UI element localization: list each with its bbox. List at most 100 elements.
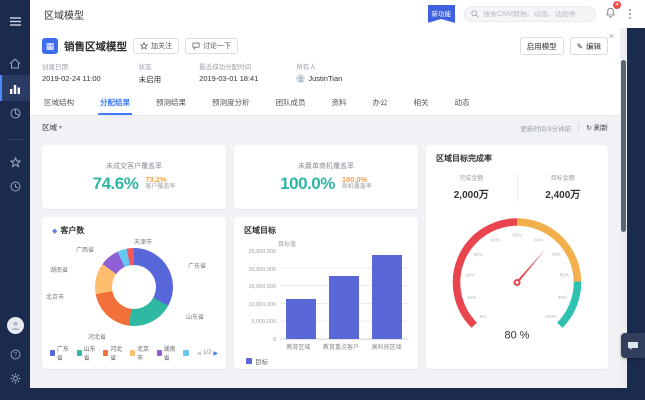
gauge-stat-label: 完成金额: [459, 176, 484, 182]
tab-materials[interactable]: 资料: [331, 98, 347, 107]
slice-label: 湖南省: [50, 268, 69, 274]
y-tick: 0: [272, 337, 276, 343]
search-icon: [471, 5, 479, 23]
new-feature-badge[interactable]: 新功能: [427, 5, 455, 23]
field-value: 未启用: [138, 75, 162, 84]
filter-bar: 区域 ▾ 更新时间:8分钟前 ↻ 刷新: [30, 116, 620, 139]
more-options-icon[interactable]: [625, 7, 635, 21]
donut-card-customer-count: ◆ 客户数 天津市 广西省 湖南省 北京市 河北省 山东省 广东省 广东省 山东…: [42, 217, 226, 369]
svg-text:60%: 60%: [534, 237, 543, 242]
svg-text:100%: 100%: [545, 314, 557, 319]
bar-card-region-target: 区域目标 目标值 25,000,000 20,000,000 15,000,00…: [234, 217, 418, 369]
update-time-text: 更新时间:8分钟前: [520, 125, 572, 133]
slice-label: 河北省: [88, 335, 107, 341]
legend-item[interactable]: 北京市: [130, 344, 152, 362]
pie-report-icon[interactable]: [0, 101, 30, 125]
enable-model-button[interactable]: 启用模型: [519, 37, 564, 55]
tab-forecast-result[interactable]: 预测结果: [156, 98, 186, 107]
menu-icon[interactable]: [0, 9, 30, 33]
region-dropdown[interactable]: 区域 ▾: [42, 123, 63, 132]
y-tick: 20,000,000: [248, 266, 276, 273]
gauge-percent-label: 80 %: [505, 330, 530, 342]
discuss-button[interactable]: 讨论一下: [185, 38, 238, 54]
legend-item[interactable]: 广东省: [50, 344, 72, 362]
slice-label: 广东省: [188, 264, 207, 270]
legend-item-partial[interactable]: [183, 350, 190, 356]
tab-office[interactable]: 办公: [372, 98, 388, 107]
svg-text:20%: 20%: [465, 273, 474, 278]
global-search[interactable]: [464, 6, 596, 22]
donut-card-title: 客户数: [60, 226, 85, 235]
legend-item[interactable]: 湖南省: [156, 344, 179, 362]
refresh-button[interactable]: ↻ 刷新: [586, 124, 608, 132]
kpi-card-opportunity-coverage: 未赢单商机覆盖率 100.0% 100.0% 商机覆盖率: [234, 145, 418, 209]
gauge-stat-value: 2,400万: [545, 190, 581, 201]
kpi-card-customer-coverage: 未成交客户覆盖率 74.6% 73.2% 客户覆盖率: [42, 145, 226, 209]
svg-text:70%: 70%: [551, 252, 560, 257]
analytics-icon[interactable]: [0, 75, 30, 101]
tab-bar: 区域结构 分配结果 预测结果 预测度分析 团队成员 资料 办公 相关 动态: [42, 93, 608, 115]
legend-item[interactable]: 山东省: [76, 344, 99, 362]
gauge-stat-label: 目标金额: [550, 176, 575, 182]
kpi-secondary-label: 客户覆盖率: [145, 184, 176, 191]
pencil-icon: ✎: [576, 41, 583, 51]
legend-next-icon[interactable]: ▶: [213, 350, 219, 357]
chat-fab-button[interactable]: [621, 333, 645, 358]
donut-chart: 天津市 广西省 湖南省 北京市 河北省 山东省 广东省: [42, 236, 226, 342]
tab-allocation-result[interactable]: 分配结果: [98, 93, 132, 115]
svg-text:0%: 0%: [480, 314, 487, 319]
tab-region-structure[interactable]: 区域结构: [44, 98, 74, 107]
svg-text:40%: 40%: [491, 237, 500, 242]
settings-gear-icon[interactable]: [0, 366, 30, 390]
help-icon[interactable]: ?: [0, 342, 30, 366]
x-label: 教育重点客户: [322, 345, 359, 351]
field-value: 2019-02-24 11:00: [42, 74, 101, 83]
svg-text:30%: 30%: [474, 252, 483, 257]
bar-legend[interactable]: 目标: [234, 351, 418, 366]
field-label: 创建日期: [42, 64, 68, 71]
vertical-scrollbar: [620, 28, 627, 388]
gauge-stat-value: 2,000万: [453, 190, 489, 201]
tab-team-members[interactable]: 团队成员: [275, 98, 306, 107]
divider: [578, 123, 580, 132]
bar: [371, 254, 402, 339]
notifications-button[interactable]: 4: [605, 1, 621, 23]
chat-bubble-icon: [628, 341, 638, 350]
close-icon[interactable]: ×: [608, 31, 614, 41]
gauge-needle: [513, 249, 546, 287]
legend-prev-icon[interactable]: ◀: [196, 350, 202, 357]
kpi-main-value: 100.0%: [280, 173, 335, 193]
legend-page: 1/2: [203, 350, 212, 356]
main-content: × ▦ 销售区域模型 加关注 讨论一下 启用模型 ✎: [30, 28, 620, 388]
scrollbar-thumb[interactable]: [621, 60, 626, 232]
legend-item[interactable]: 河北省: [103, 344, 125, 362]
history-clock-icon[interactable]: [0, 174, 30, 198]
search-input[interactable]: [483, 10, 589, 18]
refresh-icon: ↻: [586, 124, 592, 132]
topbar: 区域模型 新功能 4: [30, 0, 645, 28]
tab-forecast-analysis[interactable]: 预测度分析: [212, 98, 250, 107]
gauge-card-target-completion: 区域目标完成率 完成金额 2,000万 目标金额 2,400万 0% 10% 2: [426, 145, 608, 369]
tab-related[interactable]: 相关: [413, 98, 429, 107]
favorites-star-icon[interactable]: [0, 150, 30, 174]
svg-text:?: ?: [13, 352, 17, 358]
kpi-title: 未赢单商机覆盖率: [298, 162, 354, 170]
kpi-title: 未成交客户覆盖率: [106, 162, 162, 170]
owner-value: JustinTian: [296, 74, 342, 83]
bar-unit-label: 目标值: [278, 242, 297, 248]
follow-button[interactable]: 加关注: [133, 38, 179, 54]
kpi-secondary-value: 100.0%: [341, 174, 368, 184]
edit-button[interactable]: ✎ 编辑: [569, 37, 608, 55]
user-avatar[interactable]: [6, 317, 24, 334]
star-icon: [140, 42, 148, 50]
home-icon[interactable]: [0, 51, 30, 75]
bar-chart: 25,000,000 20,000,000 15,000,000 10,000,…: [248, 249, 408, 343]
kpi-secondary-value: 73.2%: [145, 174, 167, 184]
y-tick: 10,000,000: [248, 301, 276, 308]
slice-label: 北京市: [46, 295, 65, 301]
donut-ring: [95, 248, 173, 326]
x-label: 高科技区域: [371, 345, 402, 351]
gauge-tick-labels: 0% 10% 20% 30% 40% 50% 60% 70% 80% 90% 100%: [465, 232, 569, 319]
tab-activity[interactable]: 动态: [454, 98, 470, 107]
